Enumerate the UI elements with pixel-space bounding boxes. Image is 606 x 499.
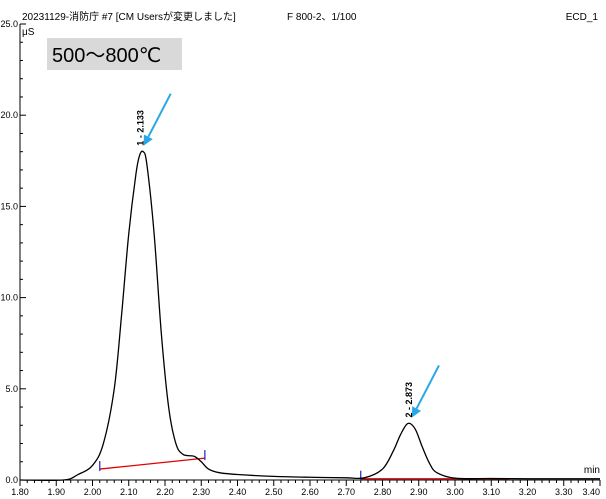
x-tick-label: 3.40 bbox=[582, 487, 600, 497]
peak-annotations: 1 - 2.133 2 - 2.873 bbox=[136, 93, 440, 418]
x-tick-label: 2.00 bbox=[84, 487, 102, 497]
y-tick-label: 25.0 bbox=[0, 19, 18, 29]
peak-arrow-head bbox=[143, 134, 153, 146]
peak-arrow-head bbox=[411, 406, 422, 418]
integration-marks bbox=[99, 450, 362, 481]
temperature-label: 500～800℃ bbox=[52, 45, 161, 67]
header-right: ECD_1 bbox=[566, 12, 599, 23]
x-tick-label: 3.10 bbox=[482, 487, 500, 497]
temperature-box bbox=[47, 38, 182, 70]
y-tick-label: 10.0 bbox=[0, 293, 18, 303]
x-tick-label: 2.30 bbox=[192, 487, 210, 497]
peak-label: 2 - 2.873 bbox=[404, 382, 414, 418]
x-axis-unit: min bbox=[584, 465, 600, 476]
x-tick-label: 2.40 bbox=[229, 487, 247, 497]
x-tick-label: 2.70 bbox=[337, 487, 355, 497]
header-left: 20231129-消防庁 #7 [CM Usersが変更しました] bbox=[22, 10, 236, 23]
x-tick-label: 3.20 bbox=[519, 487, 537, 497]
temperature-annotation: 500～800℃ bbox=[47, 38, 182, 70]
chromatogram-trace bbox=[19, 150, 600, 482]
y-tick-label: 20.0 bbox=[0, 110, 18, 120]
peak-arrow bbox=[415, 364, 440, 410]
peak-1: 1 - 2.133 bbox=[136, 93, 172, 146]
header-center: F 800-2、1/100 bbox=[287, 12, 357, 23]
peak-2: 2 - 2.873 bbox=[404, 364, 440, 418]
peak-label: 1 - 2.133 bbox=[136, 110, 146, 146]
x-tick-label: 2.10 bbox=[120, 487, 138, 497]
y-tick-label: 0.0 bbox=[5, 475, 18, 485]
x-tick-label: 2.80 bbox=[374, 487, 392, 497]
x-tick-label: 3.30 bbox=[555, 487, 573, 497]
x-tick-label: 1.80 bbox=[11, 487, 29, 497]
peak-arrow bbox=[147, 93, 172, 138]
y-axis-unit: μS bbox=[22, 27, 35, 38]
y-tick-label: 15.0 bbox=[0, 201, 18, 211]
x-tick-label: 2.60 bbox=[301, 487, 319, 497]
x-tick-label: 1.90 bbox=[47, 487, 65, 497]
x-tick-label: 2.90 bbox=[410, 487, 428, 497]
x-tick-label: 2.20 bbox=[156, 487, 174, 497]
baseline-segment bbox=[99, 457, 205, 470]
x-ticks: 1.80 1.90 2.00 2.10 2.20 2.30 2.40 2.50 2.60 2.70… bbox=[11, 480, 601, 497]
y-tick-label: 5.0 bbox=[5, 384, 18, 394]
x-tick-label: 2.50 bbox=[265, 487, 283, 497]
x-tick-label: 3.00 bbox=[446, 487, 464, 497]
